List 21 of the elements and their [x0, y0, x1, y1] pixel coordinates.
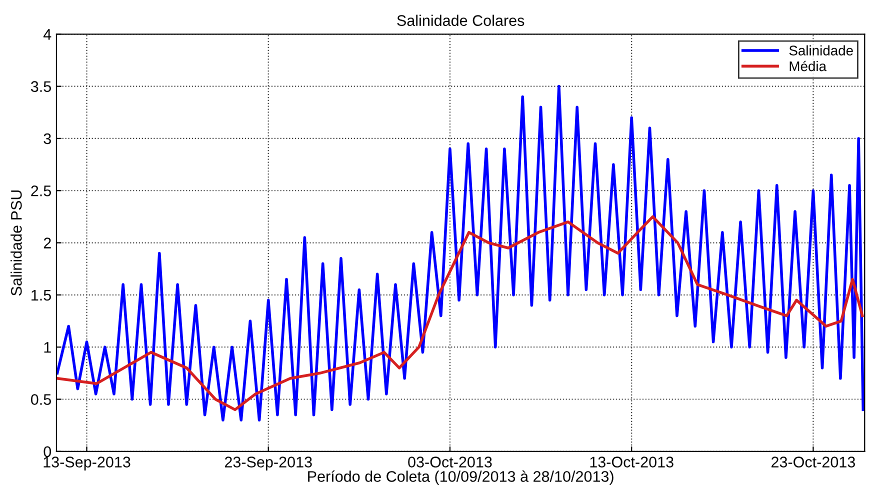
x-tick-label: 03-Oct-2013	[408, 456, 492, 468]
y-tick-label: 3	[44, 133, 51, 144]
y-axis-title: Salinidade PSU	[10, 190, 22, 296]
y-tick-label: 2	[44, 238, 51, 248]
line-series	[56, 84, 865, 422]
x-tick-label: 23-Oct-2013	[772, 456, 855, 468]
chart-title: Salinidade Colares	[397, 14, 524, 26]
y-tick-label: 0.5	[30, 394, 51, 405]
legend-label: Média	[790, 60, 827, 72]
y-tick-label: 0	[44, 446, 52, 458]
y-tick-label: 2.5	[31, 185, 51, 196]
y-tick-label: 4	[43, 29, 52, 40]
y-tick-label: 1	[44, 342, 51, 353]
x-tick-label: 13-Oct-2013	[590, 456, 674, 468]
y-tick-label: 1.5	[32, 290, 51, 301]
x-axis-title: Período de Coleta (10/09/2013 à 28/10/2013)	[308, 470, 614, 485]
x-tick-label: 23-Sep-2013	[224, 456, 312, 471]
x-tick-label: 13-Sep-2013	[44, 456, 130, 471]
y-tick-label: 3.5	[30, 81, 51, 92]
legend-label: Salinidade	[789, 45, 853, 56]
line-series	[56, 215, 864, 412]
